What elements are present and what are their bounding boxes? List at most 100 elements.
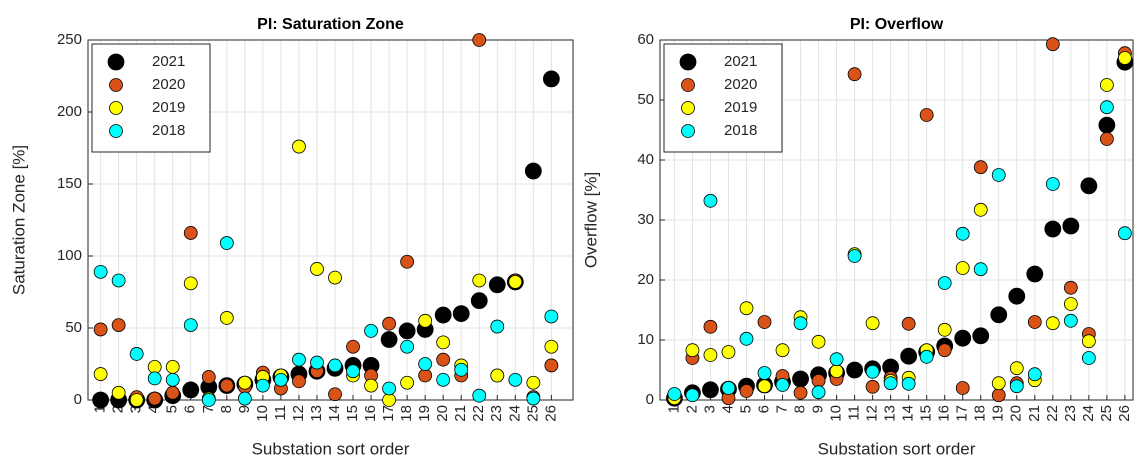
x-tick-label: 2 <box>110 405 127 413</box>
point <box>973 262 988 277</box>
point <box>991 168 1006 182</box>
legend-marker <box>109 78 123 92</box>
x-tick-label: 10 <box>828 405 845 422</box>
y-tick-label: 250 <box>57 31 82 48</box>
point <box>472 273 487 288</box>
point <box>1027 367 1042 382</box>
point <box>846 361 864 379</box>
axes-box <box>659 39 1134 401</box>
x-tick-label: 3 <box>701 405 718 413</box>
point <box>1117 51 1132 65</box>
point <box>328 358 342 373</box>
legend-marker <box>679 53 697 71</box>
point <box>829 352 844 367</box>
point <box>954 329 972 347</box>
point <box>346 364 360 379</box>
point <box>182 381 200 399</box>
point <box>237 391 252 406</box>
point <box>490 368 505 383</box>
point <box>703 348 718 362</box>
legend-label: 2019 <box>152 99 185 116</box>
point <box>847 249 862 263</box>
point <box>1026 265 1044 283</box>
x-tick-label: 12 <box>864 405 881 422</box>
x-tick-label: 24 <box>506 405 523 422</box>
point <box>472 33 487 47</box>
x-tick-label: 12 <box>290 405 307 422</box>
x-tick-label: 14 <box>900 405 917 422</box>
legend-label: 2018 <box>152 122 185 139</box>
point <box>703 193 718 208</box>
y-axis-label: Saturation Zone [%] <box>9 145 28 295</box>
point <box>201 393 216 407</box>
point <box>452 305 470 323</box>
point <box>739 301 754 316</box>
x-tick-label: 26 <box>1116 405 1133 422</box>
point <box>544 339 559 354</box>
point <box>129 393 144 407</box>
point <box>1045 316 1060 331</box>
point <box>739 331 754 346</box>
x-tick-label: 9 <box>810 405 827 413</box>
x-tick-label: 8 <box>792 405 809 413</box>
point <box>436 372 451 387</box>
point <box>436 352 451 367</box>
point <box>219 236 234 250</box>
point <box>919 108 934 122</box>
y-tick-label: 150 <box>57 175 82 192</box>
point <box>793 316 808 331</box>
point <box>937 276 952 290</box>
point <box>292 139 306 154</box>
x-tick-label: 23 <box>488 405 505 422</box>
x-tick-label: 16 <box>936 405 953 422</box>
point <box>418 368 433 383</box>
point <box>418 313 433 328</box>
point <box>721 345 736 359</box>
point <box>380 331 398 348</box>
point <box>1044 220 1062 238</box>
point <box>526 375 541 390</box>
point <box>508 372 523 387</box>
x-tick-label: 19 <box>416 405 433 422</box>
x-tick-label: 6 <box>182 405 199 413</box>
point <box>346 339 360 354</box>
legend-marker <box>107 53 125 71</box>
point <box>382 316 396 331</box>
point <box>739 384 754 398</box>
point <box>292 374 306 389</box>
x-tick-label: 1 <box>92 405 109 413</box>
x-tick-label: 11 <box>272 405 289 421</box>
point <box>1081 334 1096 349</box>
point <box>328 387 342 402</box>
x-tick-label: 17 <box>380 405 397 422</box>
point <box>292 352 306 367</box>
y-tick-label: 40 <box>637 151 654 168</box>
x-tick-label: 5 <box>737 405 754 413</box>
point <box>1009 361 1024 376</box>
point <box>526 391 541 406</box>
point <box>398 322 416 340</box>
point <box>757 315 772 329</box>
point <box>92 391 110 409</box>
point <box>1117 226 1132 241</box>
x-tick-label: 20 <box>434 405 451 422</box>
point <box>991 376 1006 391</box>
point <box>793 385 808 400</box>
point <box>490 319 505 334</box>
point <box>508 275 523 289</box>
point <box>328 270 342 285</box>
point <box>382 381 396 396</box>
y-tick-label: 0 <box>646 391 654 408</box>
point <box>1063 313 1078 328</box>
point <box>93 264 108 279</box>
point <box>1081 351 1096 365</box>
legend-marker <box>681 78 695 92</box>
x-tick-label: 24 <box>1080 405 1097 422</box>
point <box>973 160 988 175</box>
point <box>990 306 1008 324</box>
chart-title: PI: Overflow <box>850 16 944 33</box>
x-tick-label: 4 <box>719 405 736 413</box>
legend-marker <box>681 124 695 138</box>
